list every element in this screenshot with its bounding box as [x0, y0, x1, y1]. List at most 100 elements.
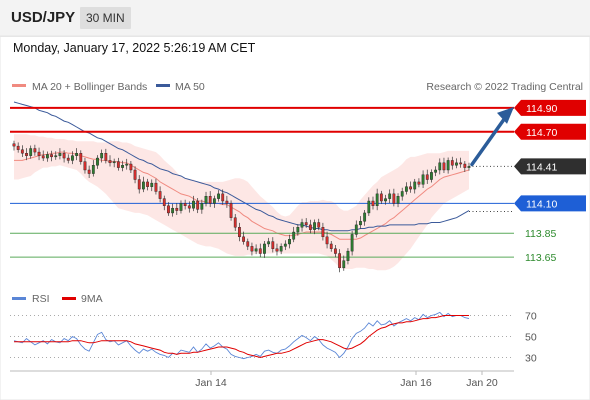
rsi-legend-swatch: [12, 297, 26, 300]
candle-body: [108, 160, 112, 164]
candle-body: [212, 198, 216, 204]
candle-body: [283, 243, 287, 247]
candle-body: [29, 148, 33, 156]
candle-body: [146, 181, 149, 187]
candle-body: [112, 161, 116, 164]
candle-body: [392, 193, 396, 204]
candle-body: [229, 203, 233, 218]
rsi-tick-50: 50: [525, 332, 537, 344]
candle-body: [342, 260, 346, 269]
candle-body: [375, 193, 379, 206]
candle-body: [296, 227, 300, 233]
candle-body: [20, 149, 24, 154]
level-label-114-70: 114.70: [526, 127, 557, 139]
candle-body: [434, 169, 438, 173]
candle-body: [196, 200, 200, 210]
candle-body: [254, 248, 258, 252]
candle-body: [459, 162, 463, 165]
candle-body: [329, 243, 333, 249]
candle-body: [258, 248, 262, 254]
candle-body: [442, 162, 446, 171]
projection-arrow-head: [497, 106, 514, 124]
candle-body: [300, 222, 304, 228]
candle-body: [16, 145, 20, 150]
candle-body: [425, 174, 429, 180]
ma50-legend-label: MA 50: [175, 81, 205, 93]
time-tick-label: Jan 14: [195, 377, 227, 389]
candle-body: [58, 153, 62, 156]
candle-body: [363, 212, 367, 222]
chart-border: [0, 35, 590, 400]
candle-body: [133, 169, 137, 180]
candle-body: [279, 246, 283, 252]
candle-body: [91, 165, 95, 174]
time-tick-label: Jan 16: [400, 377, 432, 389]
ma20-line: [14, 151, 470, 240]
candle-body: [129, 163, 133, 171]
candle-body: [417, 181, 421, 185]
candle-body: [87, 169, 91, 174]
rsi-ma-line: [14, 315, 469, 359]
candle-body: [334, 248, 337, 254]
time-tick-label: Jan 20: [466, 377, 498, 389]
datetime-label: Monday, January 17, 2022 5:26:19 AM CET: [13, 41, 256, 55]
candle-body: [308, 224, 312, 230]
candle-body: [467, 166, 471, 168]
rsi-panel: 70 50 30: [10, 311, 537, 365]
level-label-113-85: 113.85: [525, 228, 556, 240]
ma20-legend-swatch: [12, 84, 26, 87]
ma50-legend-swatch: [156, 84, 170, 87]
candle-body: [250, 246, 254, 252]
main-panel: 114.90 114.70 114.10 113.85 113.65 114.41: [10, 99, 586, 273]
symbol-label: USD/JPY: [11, 9, 76, 26]
current-price-tag: [514, 158, 586, 175]
candle-body: [379, 193, 383, 202]
candle-body: [171, 207, 175, 214]
candle-body: [371, 200, 375, 206]
candle-body: [354, 224, 358, 235]
candle-body: [33, 148, 37, 153]
rsi-ma-legend-swatch: [62, 297, 76, 300]
candle-body: [45, 154, 49, 159]
level-label-114-90: 114.90: [526, 103, 557, 115]
copyright-label: Research © 2022 Trading Central: [426, 81, 583, 93]
candle-body: [187, 205, 191, 209]
candle-body: [271, 241, 275, 249]
candle-body: [179, 203, 183, 211]
candle-body: [404, 186, 408, 192]
rsi-line: [13, 311, 470, 360]
candle-body: [325, 236, 329, 245]
candle-body: [75, 153, 79, 156]
candle-body: [396, 196, 400, 204]
rsi-tick-30: 30: [525, 353, 537, 365]
candle-body: [208, 196, 212, 204]
candle-body: [41, 155, 45, 159]
candle-body: [121, 165, 124, 168]
candle-body: [438, 162, 442, 171]
candle-body: [37, 151, 41, 156]
candle-body: [263, 243, 266, 254]
level-tag-114-90: [514, 99, 586, 116]
candle-body: [275, 248, 279, 252]
candle-body: [150, 182, 154, 187]
candle-body: [233, 217, 237, 228]
candle-body: [79, 153, 83, 162]
candle-body: [267, 241, 271, 245]
timeframe-badge[interactable]: 30 MIN: [80, 7, 131, 29]
ma50-line: [13, 101, 470, 232]
candle-body: [154, 182, 158, 192]
candle-body: [71, 155, 74, 161]
candle-body: [450, 160, 454, 166]
candle-body: [200, 203, 204, 210]
current-price-label: 114.41: [526, 161, 557, 173]
candle-body: [455, 162, 458, 166]
candle-body: [384, 198, 387, 202]
ma20-legend-label: MA 20 + Bollinger Bands: [32, 81, 147, 93]
candle-body: [83, 161, 87, 171]
candle-body: [100, 153, 104, 159]
candle-body: [137, 179, 141, 190]
level-label-114-10: 114.10: [526, 198, 557, 210]
candle-body: [116, 161, 120, 168]
candle-body: [321, 227, 325, 238]
